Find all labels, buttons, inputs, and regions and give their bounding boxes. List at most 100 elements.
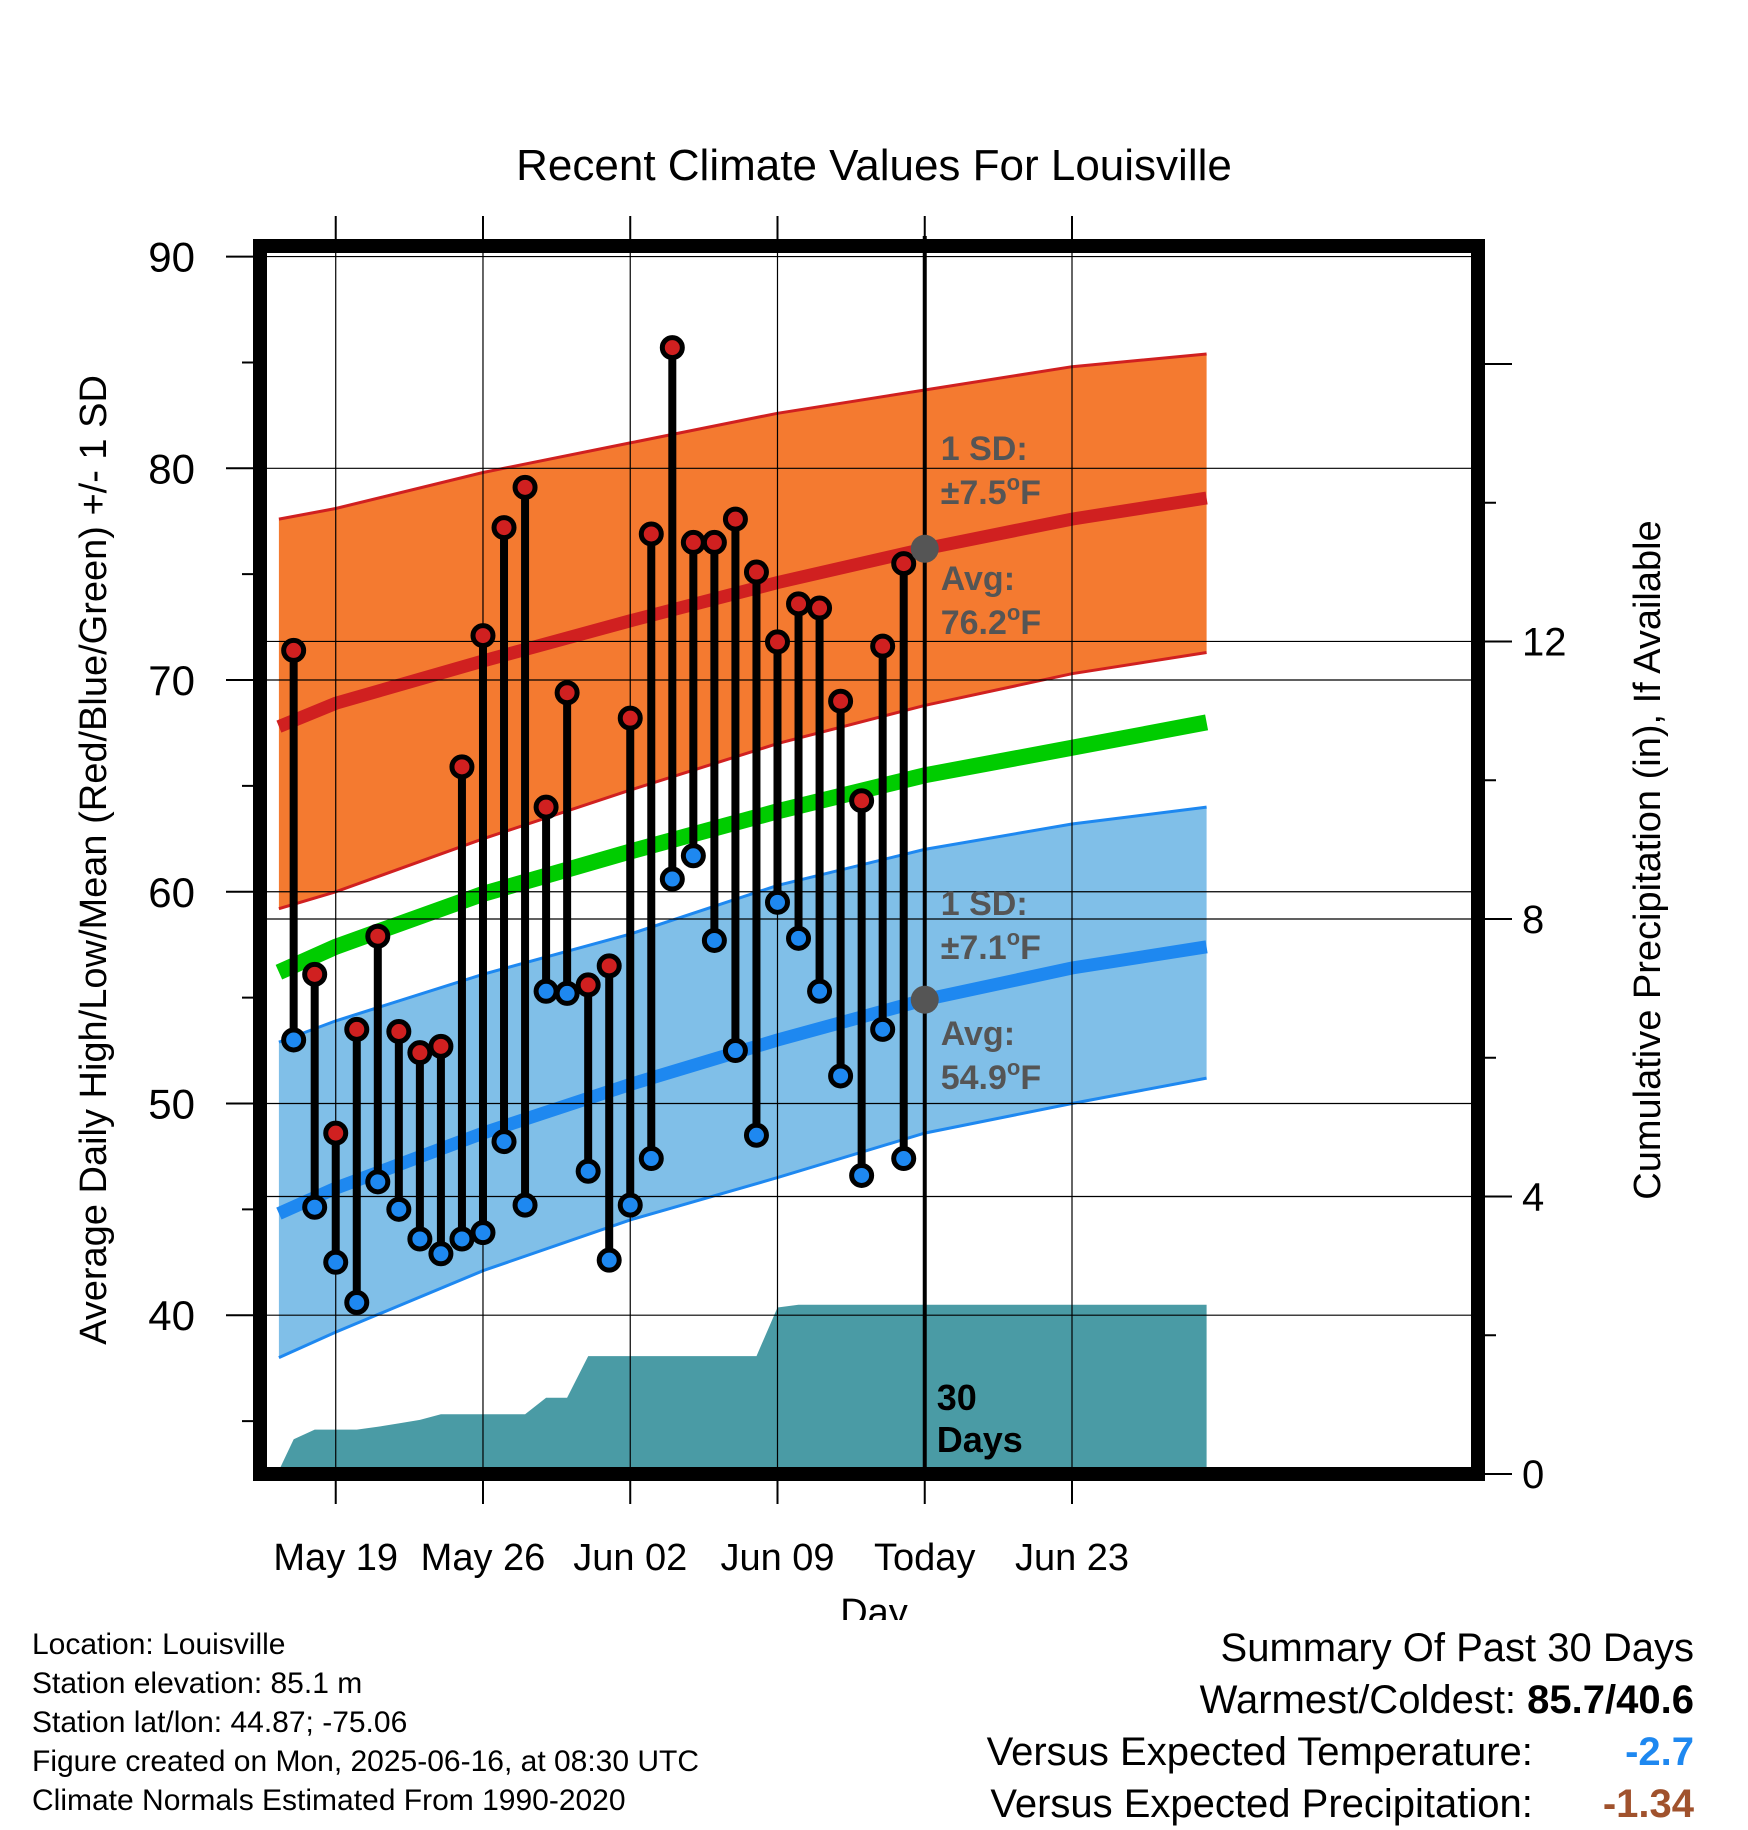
low-temp-point (281, 1027, 307, 1053)
high-sd-lower-line (278, 651, 1207, 911)
low-temp-point (786, 925, 812, 951)
high-temp-point (386, 1018, 412, 1044)
low-sd-annotation-unit: F (1020, 929, 1041, 967)
warmest-value: 85.7/40.6 (1527, 1678, 1694, 1722)
normals-text: Climate Normals Estimated From 1990-2020 (32, 1784, 626, 1817)
high-temp-point (281, 637, 307, 663)
y2-tick-label: 4 (1522, 1175, 1544, 1219)
station-info: Location: Louisville Station elevation: … (32, 1625, 699, 1820)
high-sd-upper-line (278, 352, 1207, 521)
high-sd-annotation-line1: 1 SD: (941, 430, 1028, 468)
window-label-line2: Days (937, 1419, 1023, 1460)
low-temp-point (470, 1220, 496, 1246)
low-temp-point (575, 1158, 601, 1184)
low-temp-point (870, 1016, 896, 1042)
y2-tick-label: 12 (1522, 620, 1567, 664)
low-avg-annotation-unit: F (1020, 1059, 1041, 1097)
summary-precip-row: Versus Expected Precipitation: -1.34 (987, 1778, 1694, 1830)
y-axis-label: Average Daily High/Low/Mean (Red/Blue/Gr… (73, 375, 115, 1345)
low-temp-point (722, 1038, 748, 1064)
x-tick-label: Jun 09 (720, 1537, 834, 1579)
low-temp-point (891, 1146, 917, 1172)
y2-tick-label: 8 (1522, 898, 1544, 942)
high-avg-annotation-degree: o (1007, 600, 1020, 625)
summary-panel: Summary Of Past 30 Days Warmest/Coldest:… (987, 1622, 1694, 1830)
x-tick-label: Jun 23 (1015, 1537, 1129, 1579)
high-temp-point (428, 1033, 454, 1059)
y-tick-label: 50 (148, 1080, 195, 1127)
high-temp-point (344, 1016, 370, 1042)
high-average-line (276, 491, 1208, 733)
high-temp-point (828, 688, 854, 714)
high-temp-point (680, 529, 706, 555)
low-temp-point (680, 843, 706, 869)
low-temp-point (764, 889, 790, 915)
low-temp-point (743, 1122, 769, 1148)
x-tick-label: May 19 (273, 1537, 398, 1579)
x-tick-label: Jun 02 (573, 1537, 687, 1579)
high-temp-point (764, 629, 790, 655)
low-temp-point (512, 1192, 538, 1218)
high-temp-point (638, 521, 664, 547)
low-temp-point (596, 1247, 622, 1273)
high-sd-annotation-degree: o (1007, 470, 1020, 495)
summary-temp-row: Versus Expected Temperature: -2.7 (987, 1726, 1694, 1778)
high-temp-point (659, 335, 685, 361)
low-temp-point (828, 1063, 854, 1089)
low-avg-annotation-degree: o (1007, 1055, 1020, 1080)
y-tick-label: 60 (148, 869, 195, 916)
low-sd-annotation-degree: o (1007, 925, 1020, 950)
elevation-text: Station elevation: 85.1 m (32, 1667, 363, 1700)
low-sd-lower-line (278, 1076, 1207, 1359)
low-temp-point (533, 978, 559, 1004)
precip-label: Versus Expected Precipitation: (990, 1782, 1533, 1826)
x-tick-label: May 26 (421, 1537, 546, 1579)
high-temp-point (786, 591, 812, 617)
high-sd-annotation-unit: F (1020, 474, 1041, 512)
low-temp-point (449, 1226, 475, 1252)
high-average-today-point (910, 534, 939, 563)
temp-value: -2.7 (1625, 1730, 1694, 1774)
low-temp-point (554, 980, 580, 1006)
low-temp-point (407, 1226, 433, 1252)
low-sd-upper-line (278, 805, 1207, 1044)
high-temp-point (743, 559, 769, 585)
warmest-label: Warmest/Coldest: (1199, 1678, 1517, 1722)
location-text: Location: Louisville (32, 1628, 286, 1661)
y2-axis-label: Cumulative Precipitation (in), If Availa… (1627, 520, 1669, 1199)
plot-frame (253, 239, 1485, 1481)
high-temp-point (554, 680, 580, 706)
low-temp-point (659, 866, 685, 892)
high-temp-point (365, 923, 391, 949)
temp-label: Versus Expected Temperature: (986, 1730, 1533, 1774)
high-temp-point (302, 961, 328, 987)
high-band (278, 354, 1207, 909)
low-temp-point (617, 1192, 643, 1218)
low-temp-point (344, 1290, 370, 1316)
low-temp-point (386, 1196, 412, 1222)
low-sd-annotation-line1: 1 SD: (941, 885, 1028, 923)
low-temp-point (302, 1194, 328, 1220)
chart-title: Recent Climate Values For Louisville (516, 141, 1232, 190)
high-temp-point (617, 705, 643, 731)
low-avg-annotation-line2: 54.9oF (941, 1055, 1041, 1097)
mean-line (275, 714, 1209, 980)
climate-chart: Recent Climate Values For Louisville 1 S… (73, 141, 1669, 1620)
window-label-line1: 30 (937, 1377, 977, 1418)
high-temp-point (849, 788, 875, 814)
high-temp-point (470, 623, 496, 649)
high-temp-point (512, 474, 538, 500)
x-tick-label: Today (874, 1537, 975, 1579)
high-temp-point (533, 794, 559, 820)
latlon-text: Station lat/lon: 44.87; -75.06 (32, 1706, 408, 1739)
high-avg-annotation-line1: Avg: (941, 560, 1015, 598)
x-axis-label: Day (840, 1592, 908, 1620)
low-temp-point (701, 927, 727, 953)
high-temp-point (807, 595, 833, 621)
low-temp-point (491, 1129, 517, 1155)
high-temp-point (491, 515, 517, 541)
high-avg-annotation-line2: 76.2oF (941, 600, 1041, 642)
y-tick-label: 80 (148, 445, 195, 492)
low-temp-point (428, 1241, 454, 1267)
y-tick-label: 90 (148, 234, 195, 281)
